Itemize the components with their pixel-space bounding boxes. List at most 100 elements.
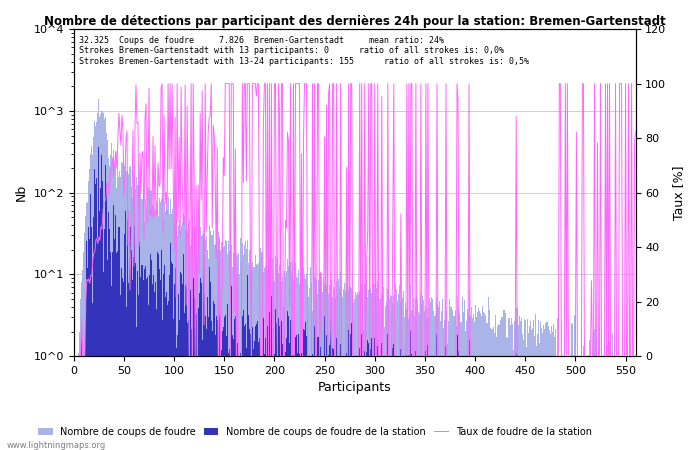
Bar (565, 356, 566, 450)
Bar (500, 318, 502, 450)
Bar (303, 267, 304, 450)
Bar (107, 260, 108, 450)
Bar (243, 310, 244, 450)
Bar (311, 284, 312, 450)
Bar (144, 266, 146, 450)
Bar (299, 284, 300, 450)
Bar (415, 351, 416, 450)
Bar (517, 307, 518, 450)
Bar (370, 289, 371, 450)
Bar (615, 356, 616, 450)
Bar (590, 356, 591, 450)
Bar (314, 277, 315, 450)
Bar (415, 299, 416, 450)
Bar (263, 272, 264, 450)
Bar (602, 356, 603, 450)
Bar (608, 356, 609, 450)
Bar (210, 282, 211, 450)
Bar (326, 335, 327, 450)
Bar (241, 243, 243, 450)
Bar (265, 338, 266, 450)
Bar (618, 349, 619, 450)
Bar (159, 269, 160, 450)
Bar (297, 278, 298, 450)
Bar (482, 312, 484, 450)
Bar (408, 319, 409, 450)
Bar (623, 356, 624, 450)
Bar (566, 356, 567, 450)
Bar (561, 322, 562, 450)
Bar (84, 233, 85, 450)
Bar (162, 274, 164, 450)
Bar (329, 345, 330, 450)
Bar (251, 270, 252, 450)
Bar (269, 257, 270, 450)
Bar (231, 245, 232, 450)
Bar (354, 299, 355, 450)
Bar (94, 121, 95, 450)
Bar (339, 287, 340, 450)
Bar (364, 284, 365, 450)
Bar (172, 264, 173, 450)
Bar (150, 260, 151, 450)
Bar (486, 323, 488, 450)
Taux de foudre de la station (547, 354, 556, 359)
Bar (92, 155, 93, 450)
Bar (583, 346, 584, 450)
Bar (317, 294, 318, 450)
Bar (540, 322, 541, 450)
Bar (351, 323, 352, 450)
Bar (373, 284, 374, 450)
Bar (377, 283, 378, 450)
Bar (287, 259, 288, 450)
Bar (392, 348, 393, 450)
Bar (233, 253, 234, 450)
Bar (307, 286, 308, 450)
Bar (372, 296, 373, 450)
Bar (530, 321, 531, 450)
Bar (560, 356, 561, 450)
Bar (611, 356, 612, 450)
Bar (374, 338, 375, 450)
Bar (202, 235, 203, 450)
Bar (516, 354, 517, 450)
Bar (437, 298, 438, 450)
Bar (412, 310, 414, 450)
Bar (401, 310, 402, 450)
Bar (574, 315, 575, 450)
Bar (113, 205, 114, 450)
Bar (365, 301, 366, 450)
Bar (157, 203, 158, 450)
Bar (308, 297, 309, 450)
Bar (440, 320, 442, 450)
Bar (294, 268, 295, 450)
Bar (278, 273, 279, 450)
Bar (199, 227, 201, 450)
Bar (315, 279, 316, 450)
Bar (348, 289, 349, 450)
Bar (109, 166, 111, 450)
Bar (220, 242, 222, 450)
Bar (324, 316, 325, 450)
Bar (502, 317, 503, 450)
Bar (88, 180, 90, 450)
Bar (225, 315, 226, 450)
Bar (514, 318, 516, 450)
Bar (99, 117, 100, 450)
Bar (371, 338, 372, 450)
Bar (245, 324, 246, 450)
Bar (108, 212, 109, 450)
Bar (524, 319, 525, 450)
Bar (118, 177, 120, 450)
Bar (629, 356, 630, 450)
Bar (626, 336, 627, 450)
Bar (319, 273, 320, 450)
Bar (253, 349, 254, 450)
Bar (88, 227, 90, 450)
Bar (220, 351, 222, 450)
Bar (81, 282, 83, 450)
Bar (276, 323, 277, 450)
Bar (567, 356, 568, 450)
Bar (282, 344, 283, 450)
Bar (134, 176, 136, 450)
